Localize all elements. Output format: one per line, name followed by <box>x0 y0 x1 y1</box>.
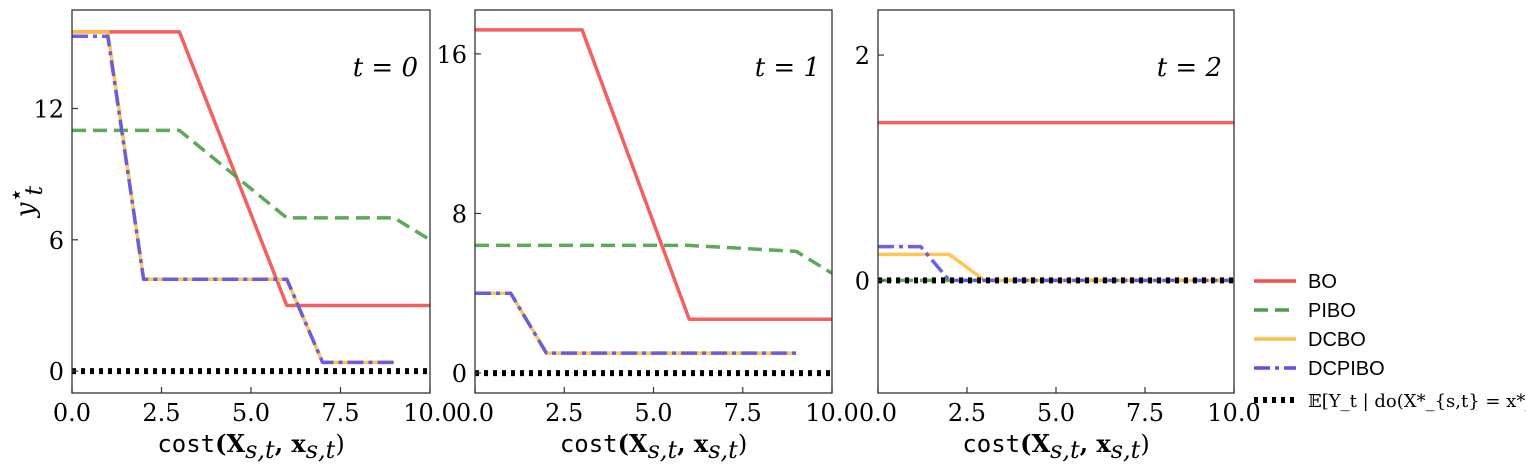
series-pibo <box>72 128 430 242</box>
svg-text:y⋆t: y⋆t <box>2 185 48 218</box>
legend-label-expectation: 𝔼[Y_t | do(X*_{s,t} = x*_{s,t})] <box>1308 391 1526 412</box>
panel-2: 0.0 2.5 5.0 7.5 10.0 0 2 t = 2 cost(Xs,t, xs,t) <box>855 9 1261 464</box>
x-tick-label: 10.0 <box>403 399 456 427</box>
y-tick-label: 2 <box>855 42 870 70</box>
series-pibo <box>475 243 832 275</box>
series-dcbo <box>878 252 1234 283</box>
x-tick-label: 2.5 <box>948 399 986 427</box>
panel-1: 0.0 2.5 5.0 7.5 10.0 0 8 16 t = 1 cost(Xs,t, xs,t… <box>436 9 859 464</box>
panel-label: t = 0 <box>353 53 418 83</box>
y-tick-label: 8 <box>452 200 467 228</box>
panel-0: 0.0 2.5 5.0 7.5 10.0 0 6 12 t = 0 cost(Xs,t, xs,t… <box>2 9 457 464</box>
legend-label-dcpibo: DCPIBO <box>1308 358 1385 380</box>
legend-label-pibo: PIBO <box>1308 300 1356 322</box>
y-axis-label: y⋆t <box>2 185 48 218</box>
x-tick-label: 7.5 <box>321 399 359 427</box>
y-tick-label: 0 <box>855 267 870 295</box>
y-tick-label: 0 <box>452 360 467 388</box>
x-tick-label: 5.0 <box>232 399 270 427</box>
panel-label: t = 2 <box>1157 53 1222 83</box>
x-axis-label: cost(Xs,t, xs,t) <box>157 429 344 464</box>
y-tick-label: 6 <box>49 227 64 255</box>
x-tick-label: 2.5 <box>142 399 180 427</box>
x-tick-label: 5.0 <box>1037 399 1075 427</box>
series-dcpibo <box>878 244 1234 283</box>
y-tick-label: 0 <box>49 358 64 386</box>
x-axis-label: cost(Xs,t, xs,t) <box>560 429 747 464</box>
x-tick-label: 0.0 <box>456 399 494 427</box>
series-dcpibo <box>475 291 797 355</box>
x-tick-label: 7.5 <box>724 399 762 427</box>
x-tick-label: 10.0 <box>1207 399 1260 427</box>
x-tick-label: 10.0 <box>805 399 858 427</box>
x-tick-label: 0.0 <box>859 399 897 427</box>
x-tick-label: 7.5 <box>1126 399 1164 427</box>
legend-label-bo: BO <box>1308 271 1337 293</box>
panel-label: t = 1 <box>755 53 820 83</box>
series-dcbo <box>475 291 797 355</box>
x-tick-label: 2.5 <box>545 399 583 427</box>
x-tick-label: 5.0 <box>634 399 672 427</box>
legend-label-dcbo: DCBO <box>1308 329 1366 351</box>
x-tick-label: 0.0 <box>53 399 91 427</box>
series-bo <box>475 28 832 321</box>
series-dcbo <box>72 30 395 365</box>
y-tick-label: 16 <box>436 41 467 69</box>
legend: BO PIBO DCBO DCPIBO 𝔼[Y_t | do(X*_{s,t} = x*… <box>1254 271 1526 412</box>
series-dcpibo <box>72 34 395 365</box>
y-tick-label: 12 <box>33 95 64 123</box>
series-bo <box>72 30 430 308</box>
x-axis-label: cost(Xs,t, xs,t) <box>962 429 1149 464</box>
